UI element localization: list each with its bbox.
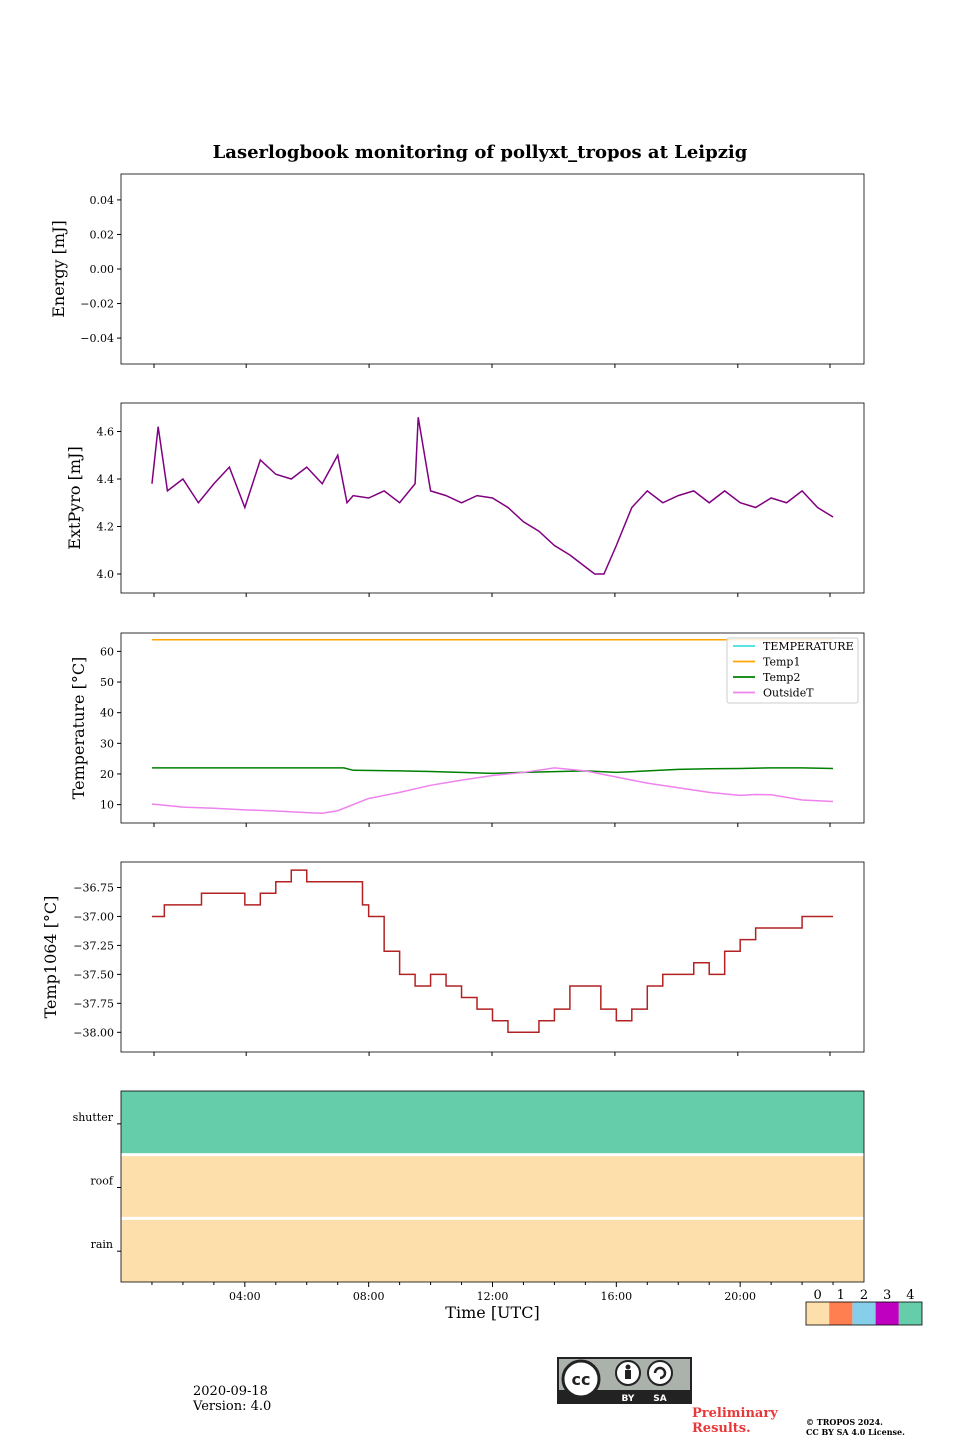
copyright-line2: CC BY SA 4.0 License. xyxy=(806,1427,905,1437)
ytick-label: 4.4 xyxy=(97,473,115,486)
colorbar-swatch-2 xyxy=(852,1302,876,1325)
y-axis-label: ExtPyro [mJ] xyxy=(65,446,84,549)
ytick-label: 4.2 xyxy=(97,521,115,534)
ytick-label: 4.0 xyxy=(97,568,115,581)
colorbar-frame xyxy=(805,1301,923,1326)
xtick-label: 08:00 xyxy=(353,1290,385,1303)
cc-icon xyxy=(561,1359,601,1399)
sa-share-alike-icon xyxy=(647,1360,673,1386)
copyright-line1: © TROPOS 2024. xyxy=(806,1417,883,1427)
ytick-label: 40 xyxy=(100,707,114,720)
colorbar-label-0: 0 xyxy=(813,1288,821,1303)
preliminary-line1: Preliminary xyxy=(692,1406,778,1421)
plot-area xyxy=(121,174,864,364)
colorbar-label-3: 3 xyxy=(883,1288,891,1303)
colorbar-swatch-3 xyxy=(875,1302,899,1325)
ytick-label: −0.04 xyxy=(80,332,114,345)
footer-version: Version: 4.0 xyxy=(193,1399,272,1414)
ytick-label: 0.04 xyxy=(90,194,115,207)
legend-label-outsidet: OutsideT xyxy=(763,687,814,700)
y-axis-label: Energy [mJ] xyxy=(49,220,68,318)
ytick-label: 30 xyxy=(100,737,114,750)
xtick-label: 16:00 xyxy=(600,1290,632,1303)
series-line-temp2 xyxy=(151,767,834,775)
series-line-extpyro xyxy=(151,417,834,575)
row-label-shutter: shutter xyxy=(73,1111,114,1124)
cc-by-text: BY xyxy=(622,1394,635,1404)
x-axis-label: Time [UTC] xyxy=(445,1303,539,1322)
xtick-label: 04:00 xyxy=(229,1290,261,1303)
xtick-label: 20:00 xyxy=(724,1290,756,1303)
row-label-rain: rain xyxy=(91,1238,113,1251)
xtick-label: 12:00 xyxy=(477,1290,509,1303)
footer-date: 2020-09-18 xyxy=(193,1384,268,1399)
colorbar-label-4: 4 xyxy=(906,1288,914,1303)
ytick-label: −37.75 xyxy=(73,997,114,1010)
panel-4: −36.75 −37.00 −37.25 −37.50 −37.75 −38.00 Temp… xyxy=(41,861,865,1056)
status-bar-roof xyxy=(121,1156,864,1217)
ytick-label: −36.75 xyxy=(73,881,114,894)
panel-2: 4.6 4.4 4.2 4.0 ExtPyro [mJ] xyxy=(65,402,865,597)
ytick-label: 20 xyxy=(100,768,114,781)
status-bar-rain xyxy=(121,1219,864,1282)
series-line-outsidet xyxy=(151,767,834,814)
legend-label-temperature: TEMPERATURE xyxy=(763,640,854,653)
ytick-label: −37.25 xyxy=(73,939,114,952)
colorbar-swatch-1 xyxy=(829,1302,853,1325)
row-label-roof: roof xyxy=(90,1175,114,1188)
ytick-label: −0.02 xyxy=(80,298,114,311)
ytick-label: −37.50 xyxy=(73,968,114,981)
series-line-temp1064 xyxy=(151,869,834,1034)
cc-by-sa-logo: cc BY SA xyxy=(557,1357,692,1404)
copyright-note: © TROPOS 2024. CC BY SA 4.0 License. xyxy=(806,1417,905,1437)
footer-info: 2020-09-18 Version: 4.0 xyxy=(193,1384,271,1414)
plot-area xyxy=(121,862,864,1052)
figure-title: Laserlogbook monitoring of pollyxt_tropo… xyxy=(213,142,748,163)
panel-3: 60 50 40 30 20 10 Temperature [°C] TEMPERATURE T… xyxy=(69,632,865,827)
status-bar-shutter xyxy=(121,1091,864,1154)
svg-text:cc: cc xyxy=(572,1370,591,1389)
ytick-label: 4.6 xyxy=(97,426,115,439)
legend-box xyxy=(726,637,859,704)
ytick-label: 10 xyxy=(100,799,114,812)
y-axis-label: Temperature [°C] xyxy=(69,657,88,800)
ytick-label: −38.00 xyxy=(73,1026,114,1039)
y-axis-label: Temp1064 [°C] xyxy=(41,896,60,1019)
colorbar-label-2: 2 xyxy=(860,1288,868,1303)
panel-1: 0.04 0.02 0.00 −0.02 −0.04 Energy [mJ] xyxy=(49,173,865,368)
preliminary-line2: Results. xyxy=(692,1421,751,1436)
legend-label-temp1: Temp1 xyxy=(763,656,800,669)
preliminary-note: Preliminary Results. xyxy=(692,1406,778,1436)
colorbar-swatch-0 xyxy=(806,1302,830,1325)
ytick-label: 60 xyxy=(100,645,114,658)
cc-sa-text: SA xyxy=(653,1394,666,1404)
ytick-label: 0.00 xyxy=(90,263,115,276)
legend-label-temp2: Temp2 xyxy=(763,671,800,684)
ytick-label: 0.02 xyxy=(90,228,115,241)
ytick-label: −37.00 xyxy=(73,910,114,923)
ytick-label: 50 xyxy=(100,676,114,689)
panel-5: shutter roof rain 04:00 08:00 12:00 16:00 20:00… xyxy=(73,1090,923,1326)
colorbar-label-1: 1 xyxy=(837,1288,845,1303)
colorbar-swatch-4 xyxy=(898,1302,922,1325)
